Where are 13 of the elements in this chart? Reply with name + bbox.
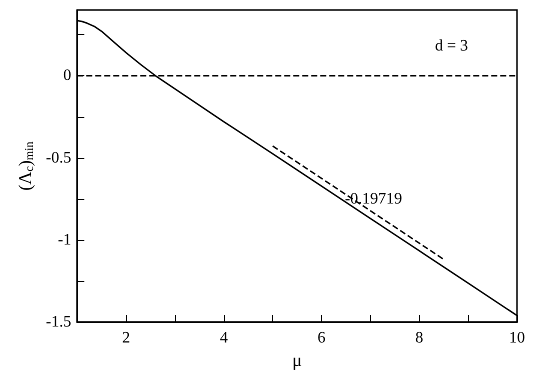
- annotation: -0.19719: [344, 190, 402, 208]
- y-axis-title: (Λc)min: [15, 142, 36, 191]
- annotation: d = 3: [434, 38, 468, 54]
- y-tick-label: -0.5: [46, 149, 72, 166]
- y-tick-label: 0: [63, 67, 72, 84]
- y-tick-label: -1: [58, 231, 72, 248]
- y-tick-label: -1.5: [46, 314, 72, 331]
- x-tick-label: 6: [318, 330, 326, 347]
- x-axis-title: μ: [292, 350, 302, 370]
- x-tick-label: 10: [509, 330, 525, 347]
- x-tick-label: 4: [220, 330, 228, 347]
- x-tick-label: 2: [122, 330, 130, 347]
- x-tick-label: 8: [415, 330, 424, 347]
